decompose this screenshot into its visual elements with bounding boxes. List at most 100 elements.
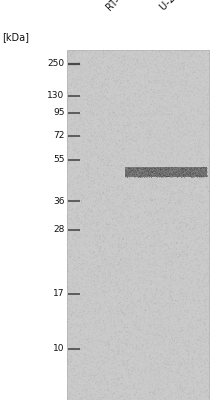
Point xyxy=(68,72,71,78)
Point xyxy=(108,361,111,368)
Point xyxy=(206,290,209,296)
Point xyxy=(154,90,157,96)
Point xyxy=(145,391,148,398)
Point xyxy=(154,198,158,204)
Point xyxy=(181,82,184,88)
Point xyxy=(155,214,158,220)
Point xyxy=(138,256,141,262)
Point xyxy=(73,387,77,393)
Point xyxy=(67,91,71,98)
Point xyxy=(136,172,139,178)
Point xyxy=(179,55,183,62)
Point xyxy=(101,106,104,112)
Point xyxy=(160,188,164,195)
Point xyxy=(198,191,202,198)
Point xyxy=(203,394,207,400)
Point xyxy=(160,130,163,137)
Point xyxy=(168,176,172,183)
Point xyxy=(73,255,77,261)
Point xyxy=(83,348,87,354)
Point xyxy=(181,239,185,246)
Point xyxy=(178,245,181,251)
Point xyxy=(164,178,168,184)
Point xyxy=(90,300,93,306)
Point xyxy=(168,313,172,320)
Point xyxy=(152,234,156,241)
Point xyxy=(189,258,193,264)
Point xyxy=(110,278,113,285)
Point xyxy=(100,328,104,334)
Point xyxy=(106,196,110,203)
Point xyxy=(113,214,117,220)
Point xyxy=(174,382,178,388)
Point xyxy=(84,112,88,118)
Point xyxy=(128,340,132,347)
Point xyxy=(205,120,209,127)
Point xyxy=(121,240,125,246)
Point xyxy=(84,236,87,243)
Point xyxy=(88,136,91,143)
Point xyxy=(100,195,104,202)
Point xyxy=(144,260,148,267)
Point xyxy=(146,108,149,114)
Point xyxy=(163,168,166,174)
Point xyxy=(142,353,146,360)
Point xyxy=(74,358,78,365)
Point xyxy=(109,203,112,210)
Point xyxy=(162,176,166,182)
Point xyxy=(142,154,145,161)
Point xyxy=(145,128,149,135)
Point xyxy=(206,358,209,364)
Point xyxy=(122,107,126,113)
Point xyxy=(198,175,201,182)
Point xyxy=(152,358,156,365)
Point xyxy=(135,304,139,311)
Point xyxy=(147,181,150,188)
Point xyxy=(118,359,122,365)
Point xyxy=(149,262,152,268)
Point xyxy=(68,366,72,373)
Point xyxy=(197,315,200,321)
Point xyxy=(156,282,159,289)
Point xyxy=(72,65,76,71)
Point xyxy=(92,58,96,64)
Point xyxy=(83,324,86,330)
Point xyxy=(155,321,158,327)
Point xyxy=(122,250,125,257)
Point xyxy=(157,224,161,230)
Point xyxy=(188,90,192,97)
Point xyxy=(159,303,162,310)
Point xyxy=(165,260,169,266)
Point xyxy=(159,229,162,235)
Point xyxy=(156,111,159,117)
Point xyxy=(126,394,129,400)
Point xyxy=(176,120,180,126)
Point xyxy=(138,55,141,61)
Point xyxy=(118,396,121,400)
Point xyxy=(160,285,164,291)
Point xyxy=(95,211,99,218)
Point xyxy=(174,360,178,366)
Point xyxy=(122,69,125,76)
Point xyxy=(184,126,188,132)
Point xyxy=(166,174,169,180)
Point xyxy=(75,340,78,346)
Point xyxy=(132,227,136,234)
Point xyxy=(105,368,108,375)
Point xyxy=(153,396,156,400)
Point xyxy=(70,324,74,331)
Point xyxy=(146,75,149,82)
Point xyxy=(168,206,172,212)
Point xyxy=(87,60,90,66)
Point xyxy=(76,149,80,156)
Point xyxy=(170,115,173,122)
Point xyxy=(140,204,143,211)
Point xyxy=(194,67,198,73)
Point xyxy=(153,57,157,64)
Point xyxy=(203,172,207,179)
Point xyxy=(179,160,182,167)
Point xyxy=(203,222,207,228)
Point xyxy=(204,210,207,216)
Point xyxy=(84,174,87,181)
Point xyxy=(104,108,108,115)
